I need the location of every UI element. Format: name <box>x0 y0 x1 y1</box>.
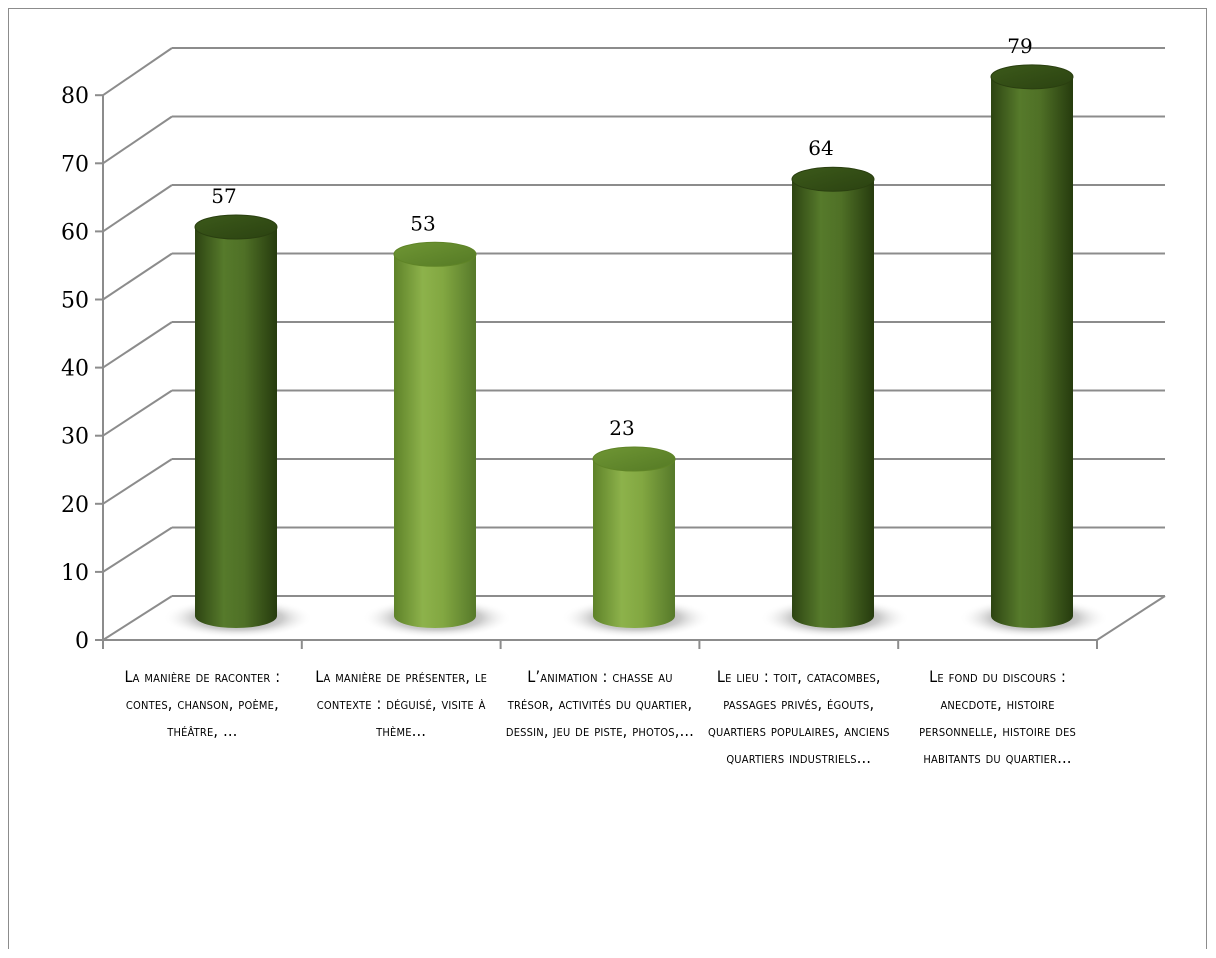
gridline-diagonal <box>102 526 173 573</box>
gridline-diagonal <box>102 252 173 301</box>
y-tick-label: 60 <box>61 220 89 245</box>
y-tick-label: 30 <box>61 425 89 450</box>
x-tick-label: Le fond du discours : anecdote, histoire… <box>919 667 1077 767</box>
x-tick-label: La manière de raconter : contes, chanson… <box>124 667 281 740</box>
gridline-diagonal <box>102 458 173 505</box>
data-label: 79 <box>1007 34 1032 58</box>
data-label: 57 <box>211 184 236 208</box>
gridline-diagonal <box>102 595 173 641</box>
y-axis-ticks: 0 10 20 30 40 50 60 70 80 <box>61 84 103 654</box>
bar-top <box>990 64 1074 90</box>
bar <box>792 179 874 628</box>
y-tick-label: 20 <box>61 493 89 518</box>
y-tick-label: 10 <box>61 561 89 586</box>
y-tick-label: 70 <box>61 152 89 177</box>
bar-top <box>592 446 676 472</box>
floor-right-edge <box>1096 595 1166 641</box>
data-label: 23 <box>609 416 634 440</box>
bars <box>163 64 1109 638</box>
gridline-diagonal <box>102 115 173 165</box>
bar-top <box>393 241 477 267</box>
chart-frame <box>8 8 1207 949</box>
bar-top <box>194 214 278 240</box>
bar <box>593 459 675 628</box>
y-tick-label: 50 <box>61 289 89 314</box>
gridline-diagonal <box>102 389 173 437</box>
data-label: 53 <box>410 211 435 235</box>
y-tick-label: 40 <box>61 357 89 382</box>
bar-top <box>791 166 875 192</box>
gridline-diagonal <box>102 47 173 97</box>
gridline-diagonal <box>102 321 173 369</box>
data-labels: 57 53 23 64 79 <box>211 34 1032 440</box>
y-tick-label: 80 <box>61 84 89 109</box>
gridline-diagonal <box>102 184 173 233</box>
data-label: 64 <box>808 136 833 160</box>
y-tick-label: 0 <box>75 629 89 654</box>
bar <box>195 226 277 628</box>
x-tick-label: L’animation : chasse au trésor, activité… <box>505 667 695 740</box>
bar <box>991 76 1073 628</box>
x-tick-label: La manière de présenter, le contexte : d… <box>315 667 488 740</box>
x-tick-label: Le lieu : toit, catacombes, passages pri… <box>708 667 890 767</box>
bar <box>394 254 476 628</box>
